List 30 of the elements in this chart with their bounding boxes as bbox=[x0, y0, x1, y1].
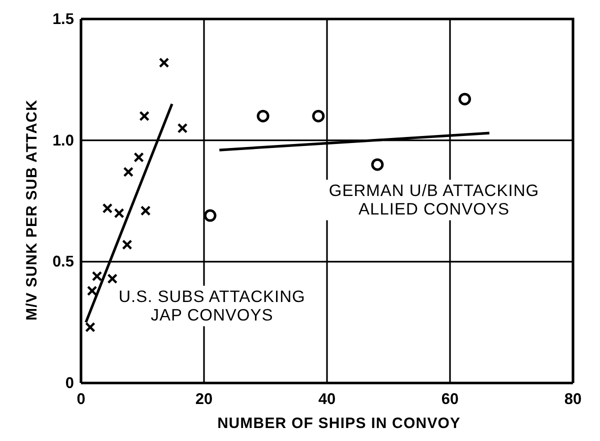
point bbox=[123, 166, 134, 178]
point bbox=[107, 274, 118, 284]
annotation: U.S. SUBS ATTACKING JAP CONVOYS bbox=[118, 288, 306, 324]
point bbox=[458, 92, 472, 106]
x-tick-label: 20 bbox=[195, 391, 213, 408]
x-axis-title: NUMBER OF SHIPS IN CONVOY bbox=[217, 415, 461, 432]
point bbox=[256, 110, 270, 122]
point bbox=[86, 286, 98, 296]
point bbox=[114, 208, 124, 218]
point bbox=[204, 209, 216, 222]
point bbox=[371, 158, 384, 171]
point bbox=[177, 123, 188, 134]
x-tick-label: 40 bbox=[318, 391, 336, 408]
point bbox=[139, 110, 150, 122]
point bbox=[134, 152, 144, 162]
point bbox=[312, 110, 325, 122]
x-tick-label: 0 bbox=[76, 391, 86, 408]
y-tick-label: 1.5 bbox=[52, 10, 74, 28]
point bbox=[102, 203, 113, 214]
point bbox=[92, 271, 102, 282]
point bbox=[140, 206, 151, 216]
x-tick-label: 80 bbox=[564, 391, 582, 408]
y-tick-label: 1.0 bbox=[52, 132, 74, 150]
point bbox=[158, 58, 170, 68]
y-tick-label: 0 bbox=[65, 374, 74, 392]
x-tick-label: 60 bbox=[441, 391, 459, 408]
y-axis-title: M/V SUNK PER SUB ATTACK bbox=[24, 99, 40, 321]
y-tick-label: 0.5 bbox=[52, 254, 74, 271]
annotation: GERMAN U/B ATTACKING ALLIED CONVOYS bbox=[328, 182, 540, 218]
point bbox=[122, 240, 132, 250]
